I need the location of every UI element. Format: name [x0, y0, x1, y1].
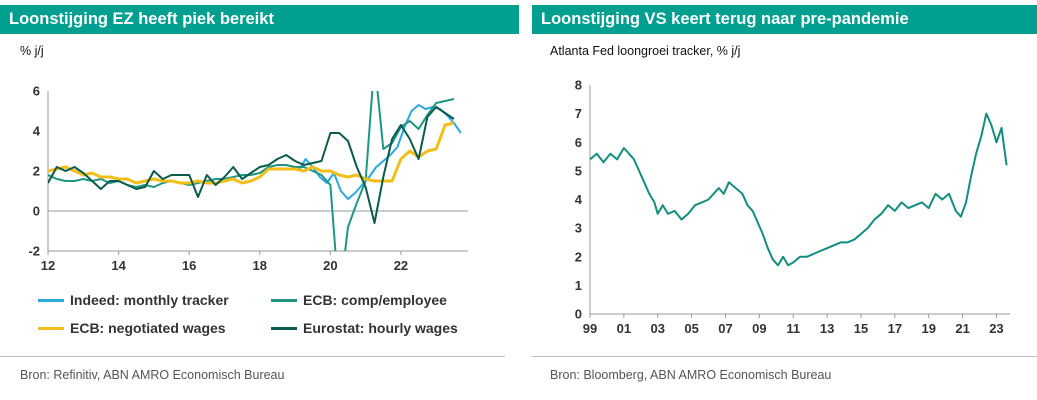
y-tick-label: 2 — [33, 164, 40, 179]
legend-swatch-eurostat — [271, 326, 297, 330]
x-tick-label: 05 — [684, 321, 698, 336]
legend-item-ecb-negotiated: ECB: negotiated wages — [38, 320, 226, 336]
y-tick-label: 4 — [575, 192, 583, 207]
series-group — [590, 112, 1008, 267]
y-tick-label: 3 — [575, 221, 582, 236]
x-tick-label: 07 — [718, 321, 732, 336]
source-note: Bron: Bloomberg, ABN AMRO Economisch Bur… — [550, 368, 832, 382]
y-tick-label: 6 — [33, 84, 40, 99]
x-tick-label: 03 — [651, 321, 665, 336]
y-tick-label: 5 — [575, 163, 582, 178]
x-tick-label: 15 — [854, 321, 868, 336]
legend-label-ecb-comp: ECB: comp/employee — [303, 292, 447, 308]
x-tick-label: 11 — [786, 321, 800, 336]
x-tick-label: 14 — [111, 258, 126, 273]
y-tick-label: 1 — [575, 278, 582, 293]
legend-swatch-indeed — [38, 298, 64, 302]
legend-item-indeed: Indeed: monthly tracker — [38, 292, 229, 308]
x-tick-label: 19 — [921, 321, 935, 336]
x-tick-label: 01 — [617, 321, 631, 336]
panel-us-wages: Loonstijging VS keert terug naar pre-pan… — [532, 0, 1037, 400]
chart-title: Loonstijging VS keert terug naar pre-pan… — [532, 5, 1037, 34]
x-tick-label: 12 — [41, 258, 55, 273]
y-tick-label: 4 — [33, 124, 41, 139]
legend-swatch-ecb-negotiated — [38, 326, 64, 330]
series-line-atlanta-fed-tracker — [590, 112, 1008, 267]
panel-eurozone-wages: Loonstijging EZ heeft piek bereikt % j/j… — [0, 5, 519, 382]
y-tick-label: 0 — [33, 204, 40, 219]
x-tick-label: 21 — [955, 321, 969, 336]
y-axis-unit-label: Atlanta Fed loongroei tracker, % j/j — [550, 44, 741, 58]
x-tick-label: 13 — [820, 321, 834, 336]
y-tick-label: 6 — [575, 135, 582, 150]
legend-label-ecb-negotiated: ECB: negotiated wages — [70, 320, 226, 336]
y-tick-label: 7 — [575, 106, 582, 121]
series-line-eurostat-hourly-wages — [48, 106, 455, 224]
x-tick-label: 17 — [888, 321, 902, 336]
legend-item-eurostat: Eurostat: hourly wages — [271, 320, 458, 336]
source-divider — [0, 356, 505, 357]
legend-label-indeed: Indeed: monthly tracker — [70, 292, 229, 308]
x-tick-label: 18 — [253, 258, 267, 273]
y-axis-unit-label: % j/j — [20, 44, 44, 58]
x-tick-label: 99 — [583, 321, 597, 336]
source-note: Bron: Refinitiv, ABN AMRO Economisch Bur… — [20, 368, 285, 382]
x-tick-label: 20 — [323, 258, 337, 273]
y-tick-label: 8 — [575, 78, 582, 93]
x-tick-label: 23 — [989, 321, 1003, 336]
x-tick-label: 22 — [394, 258, 408, 273]
legend-swatch-ecb-comp — [271, 298, 297, 302]
y-tick-label: 0 — [575, 307, 582, 322]
source-divider — [532, 356, 1037, 357]
chart-title: Loonstijging EZ heeft piek bereikt — [0, 5, 519, 34]
y-tick-label: 2 — [575, 249, 582, 264]
x-tick-label: 09 — [752, 321, 766, 336]
series-line-ecb-negotiated-wages — [48, 121, 455, 185]
legend-item-ecb-comp: ECB: comp/employee — [271, 292, 447, 308]
legend-label-eurostat: Eurostat: hourly wages — [303, 320, 458, 336]
x-tick-label: 16 — [182, 258, 196, 273]
series-group — [48, 91, 462, 251]
y-tick-label: -2 — [28, 244, 40, 259]
